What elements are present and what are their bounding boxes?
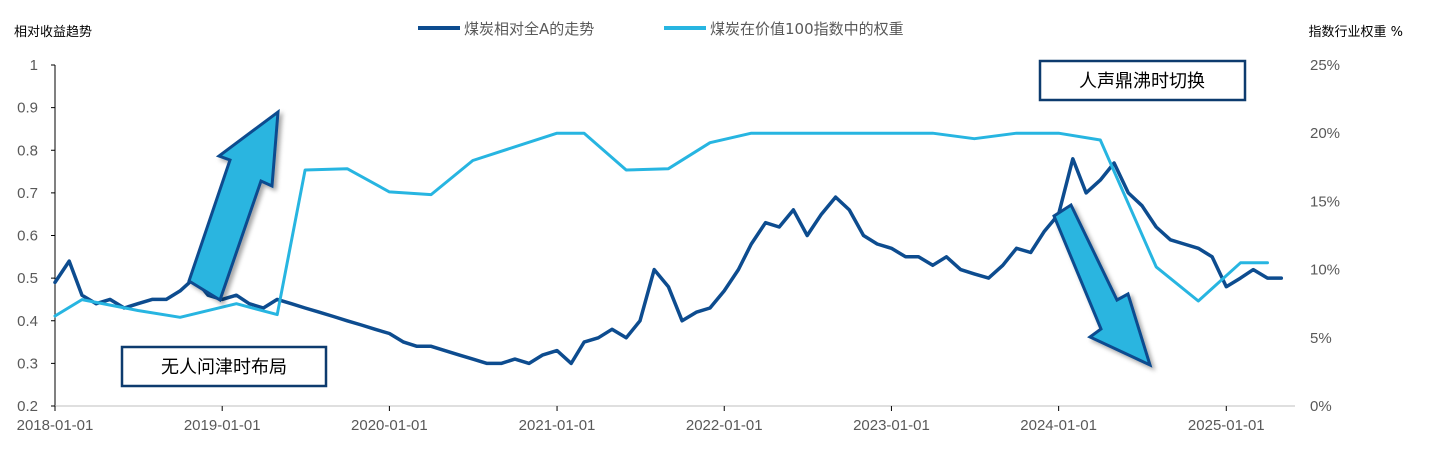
series-line-coal-weight bbox=[53, 131, 1269, 319]
x-tick-label: 2021-01-01 bbox=[519, 417, 596, 434]
series-line-coal-relative bbox=[53, 157, 1284, 366]
series-layer bbox=[53, 131, 1284, 366]
x-tick-label: 2019-01-01 bbox=[184, 417, 261, 434]
y-left-tick-label: 0.6 bbox=[17, 228, 38, 245]
y-axis-left-title: 相对收益趋势 bbox=[14, 24, 92, 40]
x-tick-label: 2023-01-01 bbox=[853, 417, 930, 434]
legend-label-coal-relative: 煤炭相对全A的走势 bbox=[464, 20, 594, 38]
y-left-tick-label: 0.7 bbox=[17, 185, 38, 202]
y-right-tick-label: 10% bbox=[1310, 262, 1340, 279]
annotation-text-high: 人声鼎沸时切换 bbox=[1079, 71, 1205, 92]
annotation-box-high: 人声鼎沸时切换 bbox=[1038, 59, 1247, 102]
y-right-tick-label: 15% bbox=[1310, 193, 1340, 210]
y-left-tick-label: 0.3 bbox=[17, 355, 38, 372]
down-arrow-icon bbox=[1052, 202, 1153, 368]
legend: 煤炭相对全A的走势 煤炭在价值100指数中的权重 bbox=[418, 20, 904, 38]
up-arrow-icon bbox=[187, 108, 280, 303]
annotation-text-low: 无人问津时布局 bbox=[161, 357, 287, 378]
y-left-tick-label: 0.5 bbox=[17, 270, 38, 287]
x-tick-label: 2025-01-01 bbox=[1188, 417, 1265, 434]
y-axis-right-title: 指数行业权重 % bbox=[1309, 24, 1404, 40]
y-left-tick-label: 0.9 bbox=[17, 100, 38, 117]
x-tick-label: 2018-01-01 bbox=[17, 417, 94, 434]
x-tick-label: 2022-01-01 bbox=[686, 417, 763, 434]
y-right-tick-label: 20% bbox=[1310, 125, 1340, 142]
annotation-box-low: 无人问津时布局 bbox=[120, 345, 328, 388]
y-left-tick-label: 0.2 bbox=[17, 398, 38, 415]
x-axis-ticks: 2018-01-01 2019-01-01 2020-01-01 2021-01-01… bbox=[17, 406, 1265, 434]
y-right-tick-label: 25% bbox=[1310, 57, 1340, 74]
x-tick-label: 2024-01-01 bbox=[1020, 417, 1097, 434]
legend-label-coal-weight: 煤炭在价值100指数中的权重 bbox=[710, 20, 904, 38]
y-axis-right-ticks: 0% 5% 10% 15% 20% 25% bbox=[1310, 57, 1340, 415]
y-left-tick-label: 1 bbox=[30, 57, 38, 74]
y-right-tick-label: 0% bbox=[1310, 398, 1332, 415]
y-left-tick-label: 0.4 bbox=[17, 313, 38, 330]
y-left-tick-label: 0.8 bbox=[17, 142, 38, 159]
x-tick-label: 2020-01-01 bbox=[351, 417, 428, 434]
y-right-tick-label: 5% bbox=[1310, 330, 1332, 347]
y-axis-left-ticks: 0.2 0.3 0.4 0.5 0.6 0.7 0.8 0.9 1 bbox=[17, 57, 55, 415]
